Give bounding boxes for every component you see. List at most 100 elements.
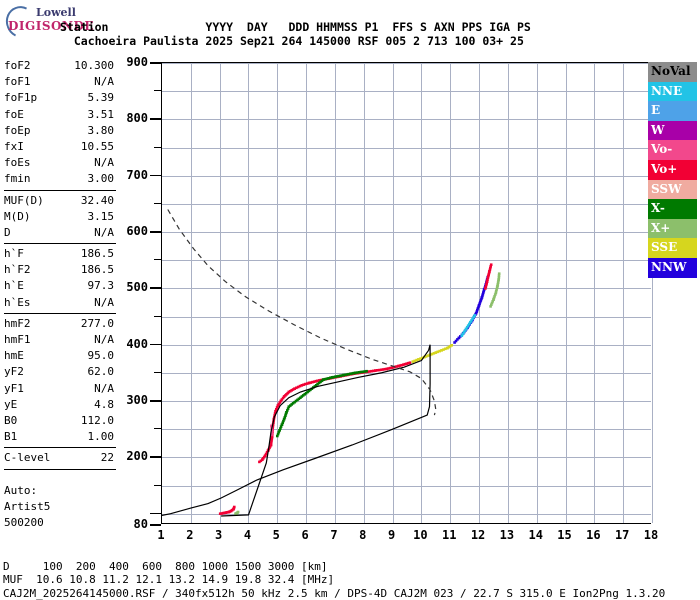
param-row: yF1 N/A	[2, 381, 120, 397]
param-value: 277.0	[80, 316, 114, 330]
param-value: 10.55	[80, 139, 114, 153]
trace-line	[162, 344, 431, 517]
param-name: foF1	[4, 75, 31, 89]
param-value: N/A	[94, 333, 114, 346]
gridline-horizontal	[162, 288, 651, 290]
legend-item-sse[interactable]: SSE	[648, 238, 697, 258]
y-axis-tick	[150, 118, 161, 120]
param-row: foF1p 5.39	[2, 90, 120, 106]
y-axis-labels: 80 200 300 400 500 600 700 800 900	[118, 55, 148, 531]
y-axis-tick-label: 300	[126, 393, 148, 408]
param-value: 32.40	[80, 193, 114, 207]
x-axis-tick-label: 11	[442, 528, 457, 542]
x-axis-tick-label: 15	[557, 528, 572, 542]
x-axis-tick-label: 13	[499, 528, 515, 542]
param-value: 3.15	[87, 209, 115, 223]
legend-item-w[interactable]: W	[648, 120, 697, 141]
y-axis-tick	[150, 231, 161, 233]
gridline-vertical	[507, 63, 509, 523]
param-row: M(D) 3.15	[2, 209, 120, 225]
divider	[4, 447, 116, 449]
divider	[4, 243, 116, 245]
ionogram-plot-area[interactable]	[161, 62, 653, 524]
param-name: M(D)	[4, 209, 31, 223]
param-name: fmin	[4, 172, 31, 186]
param-name: foF2	[4, 59, 31, 72]
param-name: yF2	[4, 365, 24, 379]
y-axis-tick	[150, 512, 161, 515]
param-value: N/A	[94, 156, 114, 170]
legend-item-vo-[interactable]: Vo-	[648, 140, 697, 160]
y-axis-ticks	[150, 62, 161, 526]
param-name: B1	[4, 430, 18, 444]
param-name: h`Es	[4, 295, 31, 309]
legend-item-x-[interactable]: X-	[648, 199, 697, 219]
trace-line	[167, 209, 437, 416]
param-name: hmE	[4, 349, 24, 363]
x-axis-tick-label: 5	[272, 528, 280, 542]
ionogram-traces	[162, 209, 501, 517]
gridline-horizontal	[162, 119, 651, 121]
lowell-digisonde-logo: Lowell DIGISONDE	[1, 1, 102, 43]
param-value: 186.5	[80, 247, 114, 261]
param-value: 97.3	[87, 279, 115, 293]
param-name: foEp	[4, 123, 31, 137]
param-value: 22	[100, 451, 114, 465]
param-row: hmF2 277.0	[2, 316, 120, 332]
auto-artist-version: Artist5	[4, 500, 51, 513]
legend-item-x-[interactable]: X+	[648, 218, 697, 239]
param-row: B1 1.00	[2, 429, 120, 445]
param-value: 62.0	[87, 365, 115, 379]
gridline-horizontal	[162, 260, 651, 262]
legend-item-nnw[interactable]: NNW	[648, 257, 697, 278]
y-axis-tick	[154, 315, 161, 317]
legend-item-noval[interactable]: NoVal	[648, 62, 697, 82]
trace-points	[234, 510, 240, 515]
gridline-horizontal	[162, 175, 651, 177]
legend-item-ssw[interactable]: SSW	[648, 179, 697, 200]
param-row: C-level 22	[2, 450, 120, 466]
x-axis-tick-label: 6	[301, 528, 309, 542]
param-row: h`F 186.5	[2, 246, 120, 262]
y-axis-tick	[154, 90, 161, 92]
param-row: D N/A	[2, 225, 120, 241]
param-value: 4.8	[94, 397, 114, 411]
polarization-direction-legend[interactable]: NoVal NNE E W Vo- Vo+ SSW X- X+ SSE NNW	[648, 62, 697, 278]
param-value: 1.00	[87, 430, 115, 444]
param-row: foF1 N/A	[2, 74, 120, 90]
legend-item-nne[interactable]: NNE	[648, 81, 697, 102]
legend-item-vo-[interactable]: Vo+	[648, 159, 697, 180]
y-axis-tick-label: 700	[126, 167, 148, 182]
x-axis-tick-label: 2	[186, 528, 194, 542]
x-axis-labels: 1 2 3 4 5 6 7 8 9 10 11 12 13 14 15 16 17 18	[157, 528, 658, 544]
y-axis-tick	[150, 62, 161, 64]
divider	[4, 312, 116, 314]
param-row: fxI 10.55	[2, 139, 120, 155]
gridline-vertical	[652, 63, 653, 523]
param-name: foE	[4, 107, 24, 121]
param-group-peak-heights: hmF2 277.0 hmF1 N/A hmE 95.0 yF2 62.0 yF1 N/A…	[2, 316, 120, 446]
x-axis-tick-label: 4	[243, 528, 252, 542]
param-name: B0	[4, 413, 18, 427]
param-value: 3.51	[87, 107, 115, 121]
gridline-horizontal	[162, 91, 651, 93]
param-row: foEp 3.80	[2, 123, 120, 139]
param-row: B0 112.0	[2, 413, 120, 429]
trace-points	[276, 369, 368, 438]
param-value: 10.300	[74, 59, 114, 72]
x-axis-tick-label: 1	[157, 528, 165, 542]
y-axis-tick-label: 400	[126, 336, 148, 351]
param-value: N/A	[94, 225, 114, 239]
x-axis-tick-label: 9	[387, 528, 396, 542]
param-name: h`F	[4, 247, 24, 261]
gridline-horizontal	[162, 344, 651, 346]
param-row: foEs N/A	[2, 155, 120, 171]
header-column-values: Cachoeira Paulista 2025 Sep21 264 145000…	[60, 34, 524, 48]
param-name: D	[4, 225, 11, 239]
param-group-muf: MUF(D) 32.40 M(D) 3.15 D N/A	[2, 193, 120, 242]
param-row: h`Es N/A	[2, 295, 120, 311]
param-row: h`F2 186.5	[2, 262, 120, 278]
y-axis-tick	[150, 287, 161, 289]
legend-item-e[interactable]: E	[648, 101, 697, 121]
footer-muf-row: MUF 10.6 10.8 11.2 12.1 13.2 14.9 19.8 3…	[3, 573, 335, 586]
